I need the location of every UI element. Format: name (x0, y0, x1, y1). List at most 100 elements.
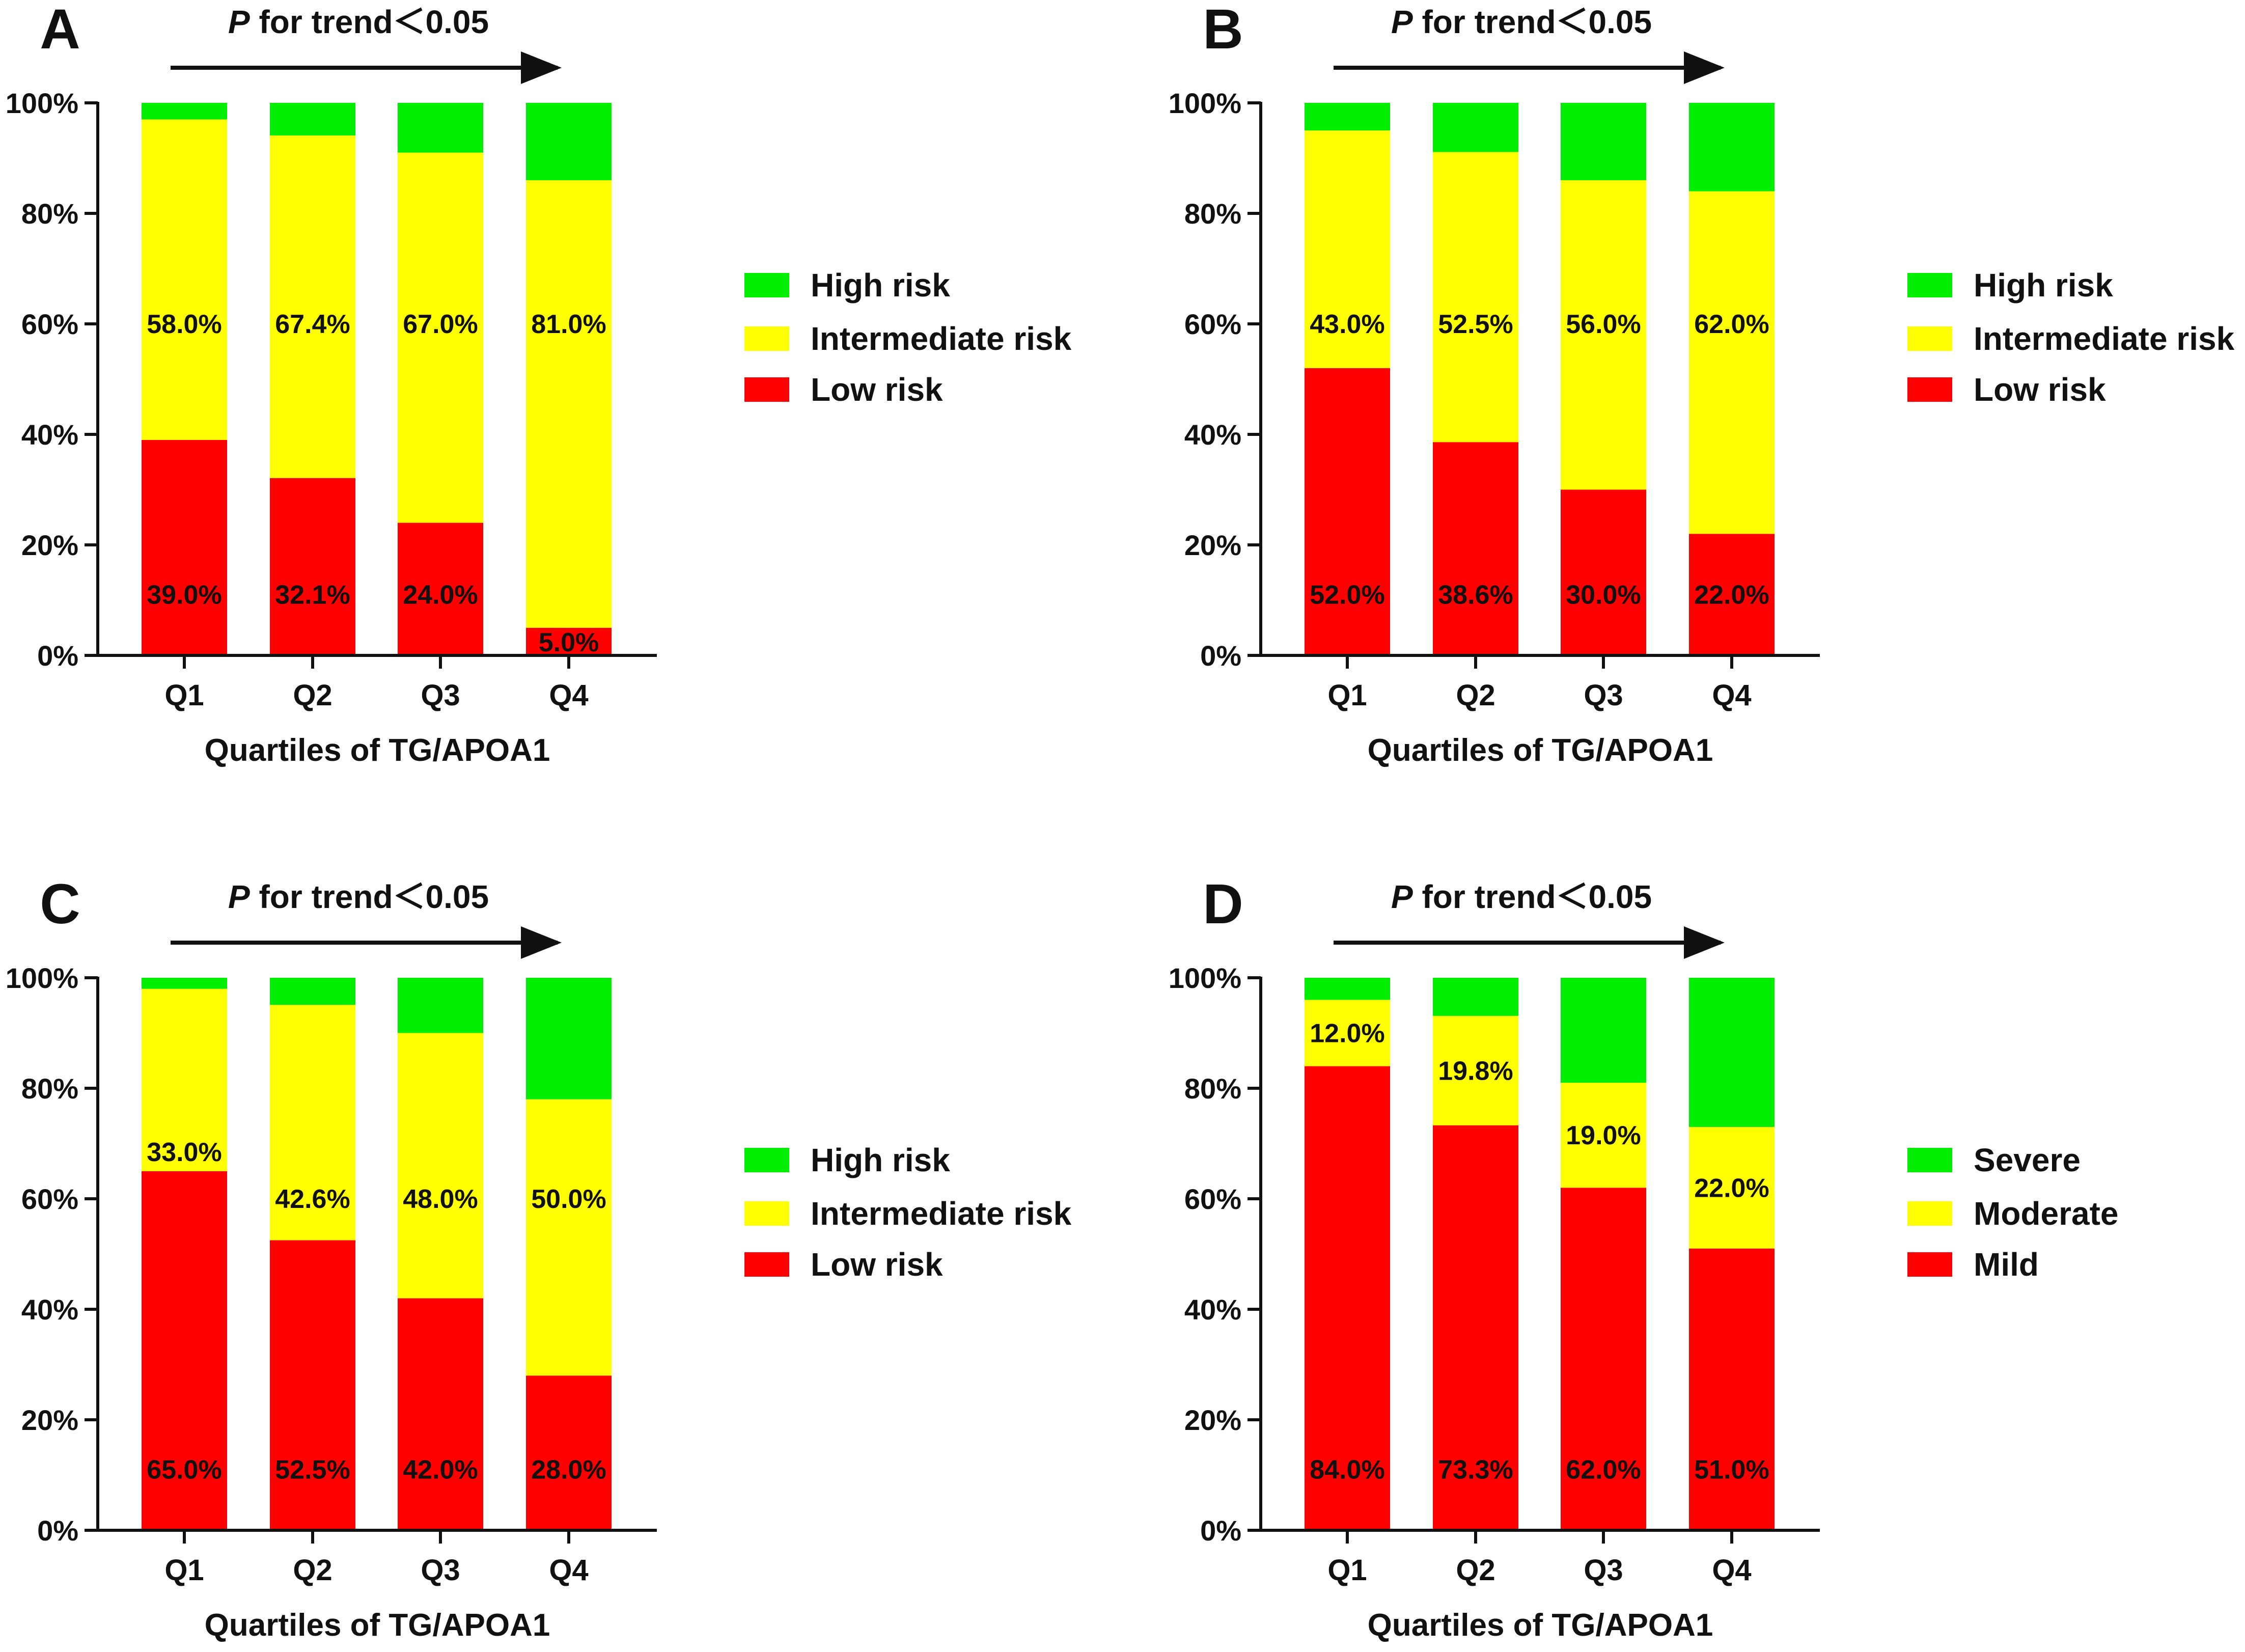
x-tick-label: Q3 (421, 1554, 460, 1587)
data-label: 19.8% (1438, 1056, 1513, 1086)
bar-q4-high-risk (526, 978, 612, 1099)
data-label: 30.0% (1566, 581, 1641, 610)
panel-letter: A (40, 0, 80, 61)
bar-q3-severe (1561, 978, 1646, 1083)
bar-q1-mild (1305, 1066, 1390, 1530)
legend-swatch (744, 273, 789, 297)
bar-q2-mild (1433, 1125, 1518, 1530)
panel-d: D P for trend＜0.05 84.0% 12.0% 73.3% 19.8% 62.… (1169, 873, 2119, 1643)
panel-letter: D (1203, 873, 1243, 935)
y-tick-label: 60% (21, 1183, 78, 1215)
data-label: 19.0% (1566, 1121, 1641, 1150)
data-label: 5.0% (539, 628, 599, 657)
bar-q2-intermediate-risk (1433, 152, 1518, 443)
bar-q1-severe (1305, 978, 1390, 1000)
bar-q3-low-risk (398, 1298, 483, 1530)
legend-label: Moderate (1974, 1195, 2119, 1232)
bar-q3-high-risk (398, 978, 483, 1033)
bar-q3-low-risk (1561, 489, 1646, 655)
bar-q1-high-risk (142, 978, 227, 989)
y-tick-label: 0% (1200, 640, 1241, 672)
y-tick-label: 60% (1184, 308, 1241, 340)
data-label: 22.0% (1694, 581, 1769, 610)
legend-label: Low risk (811, 1246, 943, 1283)
bar-q1-low-risk (142, 1171, 227, 1530)
data-label: 42.6% (275, 1185, 350, 1214)
bar-q4-mild (1689, 1248, 1775, 1530)
bar-q2-moderate (1433, 1015, 1518, 1125)
trend-p-symbol: P (1391, 4, 1413, 40)
trend-p-symbol: P (228, 878, 250, 915)
data-label: 84.0% (1310, 1455, 1384, 1485)
y-tick-label: 20% (1184, 529, 1241, 561)
legend-swatch (1907, 326, 1952, 351)
bar-q3-moderate (1561, 1083, 1646, 1188)
x-tick-label: Q1 (164, 1554, 204, 1587)
bar-q4-low-risk (526, 1375, 612, 1530)
bar-q4-intermediate-risk (526, 1099, 612, 1376)
data-label: 65.0% (147, 1455, 221, 1485)
data-label: 62.0% (1694, 310, 1769, 339)
y-tick-label: 0% (1200, 1515, 1241, 1547)
trend-text: for trend＜0.05 (250, 878, 489, 915)
y-tick-label: 20% (1184, 1404, 1241, 1436)
trend-label: P for trend＜0.05 (1391, 878, 1652, 915)
bar-q3-mild (1561, 1188, 1646, 1530)
trend-label: P for trend＜0.05 (1391, 4, 1652, 40)
bar-q2-severe (1433, 978, 1518, 1016)
bar-q4-low-risk (526, 627, 612, 655)
data-label: 56.0% (1566, 310, 1641, 339)
bar-q2-high-risk (270, 978, 355, 1005)
y-tick-label: 60% (1184, 1183, 1241, 1215)
panel-letter: B (1203, 0, 1243, 61)
data-label: 50.0% (531, 1185, 606, 1214)
bar-q4-severe (1689, 978, 1775, 1127)
data-label: 39.0% (147, 581, 221, 610)
legend-swatch (744, 1252, 789, 1277)
y-tick-label: 0% (37, 640, 78, 672)
data-label: 81.0% (531, 310, 606, 339)
legend-swatch (1907, 1201, 1952, 1226)
x-axis-title: Quartiles of TG/APOA1 (205, 1608, 550, 1643)
data-label: 22.0% (1694, 1173, 1769, 1203)
data-label: 43.0% (1310, 310, 1384, 339)
y-tick-label: 80% (1184, 1072, 1241, 1105)
x-tick-label: Q1 (1327, 679, 1367, 712)
x-axis-title: Quartiles of TG/APOA1 (1368, 733, 1713, 768)
bar-q1-low-risk (1305, 368, 1390, 655)
bar-q4-intermediate-risk (526, 180, 612, 628)
bar-q3-high-risk (398, 103, 483, 153)
bar-q1-moderate (1305, 1000, 1390, 1066)
x-tick-label: Q4 (1712, 679, 1751, 712)
trend-label: P for trend＜0.05 (228, 4, 489, 40)
bar-q1-intermediate-risk (1305, 130, 1390, 368)
data-label: 58.0% (147, 310, 221, 339)
panel-a: A P for trend＜0.05 39.0% 58.0% 32.1% 67.4% 24.… (6, 0, 1072, 768)
legend-label: Low risk (811, 371, 943, 408)
data-label: 52.5% (1438, 310, 1513, 339)
data-label: 73.3% (1438, 1455, 1513, 1485)
bar-q2-high-risk (270, 103, 355, 136)
panel-letter: C (40, 873, 80, 935)
bar-q4-intermediate-risk (1689, 191, 1775, 534)
x-tick-label: Q4 (549, 679, 588, 712)
legend-label: High risk (1974, 267, 2113, 304)
x-tick-label: Q2 (293, 679, 332, 712)
panel-b: B P for trend＜0.05 52.0% 43.0% 38.6% 52.5% 30.… (1169, 0, 2235, 768)
legend-label: Intermediate risk (811, 320, 1072, 357)
x-tick-label: Q2 (1456, 1554, 1495, 1587)
y-tick-label: 100% (1169, 87, 1241, 119)
trend-text: for trend＜0.05 (1413, 878, 1652, 915)
y-tick-label: 0% (37, 1515, 78, 1547)
y-tick-label: 40% (21, 1293, 78, 1326)
data-label: 62.0% (1566, 1455, 1641, 1485)
bar-q1-low-risk (142, 439, 227, 655)
bar-q1-high-risk (142, 103, 227, 120)
bar-q2-intermediate-risk (270, 135, 355, 478)
bar-q3-low-risk (398, 522, 483, 655)
data-label: 38.6% (1438, 581, 1513, 610)
x-tick-label: Q2 (293, 1554, 332, 1587)
legend-label: High risk (811, 1142, 950, 1178)
bar-q2-low-risk (270, 478, 355, 655)
